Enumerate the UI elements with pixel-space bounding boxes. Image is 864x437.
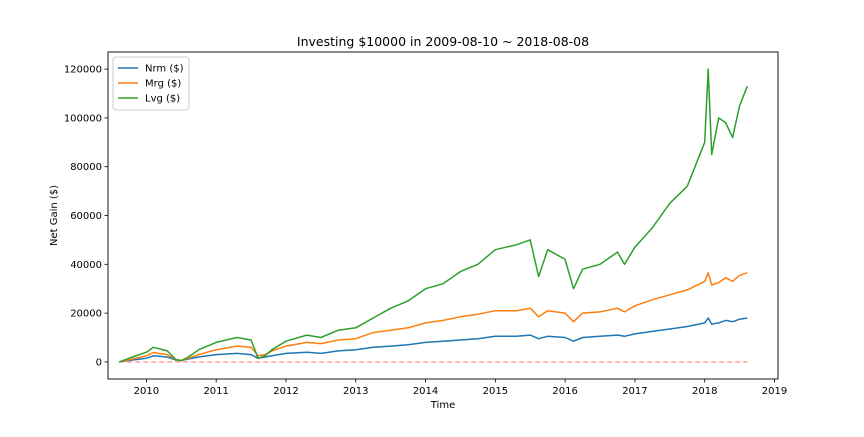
x-tick-label: 2016: [552, 386, 577, 397]
legend-label-2: Lvg ($): [145, 94, 180, 105]
legend-label-0: Nrm ($): [145, 64, 184, 75]
x-tick-label: 2013: [343, 386, 368, 397]
legend: Nrm ($) Mrg ($) Lvg ($): [112, 56, 190, 111]
x-tick-label: 2015: [483, 386, 508, 397]
x-axis: 2010 2011 2012 2013 2014 2015 2016 2017 2018 2019: [134, 379, 787, 397]
y-axis-label: Net Gain ($): [49, 185, 60, 246]
x-tick-label: 2010: [134, 386, 159, 397]
series-line-0: [119, 317, 748, 363]
plot-area: [118, 68, 748, 363]
y-axis: 0 20000 40000 60000 80000 100000 120000: [64, 65, 108, 368]
chart-title: Investing $10000 in 2009-08-10 ~ 2018-08…: [297, 34, 589, 49]
x-axis-label: Time: [430, 400, 455, 411]
y-tick-label: 80000: [70, 162, 102, 173]
series-line-2: [118, 68, 748, 363]
x-tick-label: 2017: [622, 386, 647, 397]
x-tick-label: 2012: [273, 386, 298, 397]
x-tick-label: 2011: [203, 386, 228, 397]
y-tick-label: 40000: [70, 260, 102, 271]
y-tick-label: 20000: [70, 309, 102, 320]
legend-label-1: Mrg ($): [145, 79, 181, 90]
y-tick-label: 100000: [64, 113, 102, 124]
y-tick-label: 120000: [64, 65, 102, 76]
series-line-1: [119, 272, 748, 363]
y-tick-label: 0: [96, 357, 102, 368]
y-tick-label: 60000: [70, 211, 102, 222]
x-tick-label: 2014: [413, 386, 438, 397]
x-tick-label: 2019: [762, 386, 787, 397]
legend-box: [112, 56, 190, 111]
x-tick-label: 2018: [692, 386, 717, 397]
